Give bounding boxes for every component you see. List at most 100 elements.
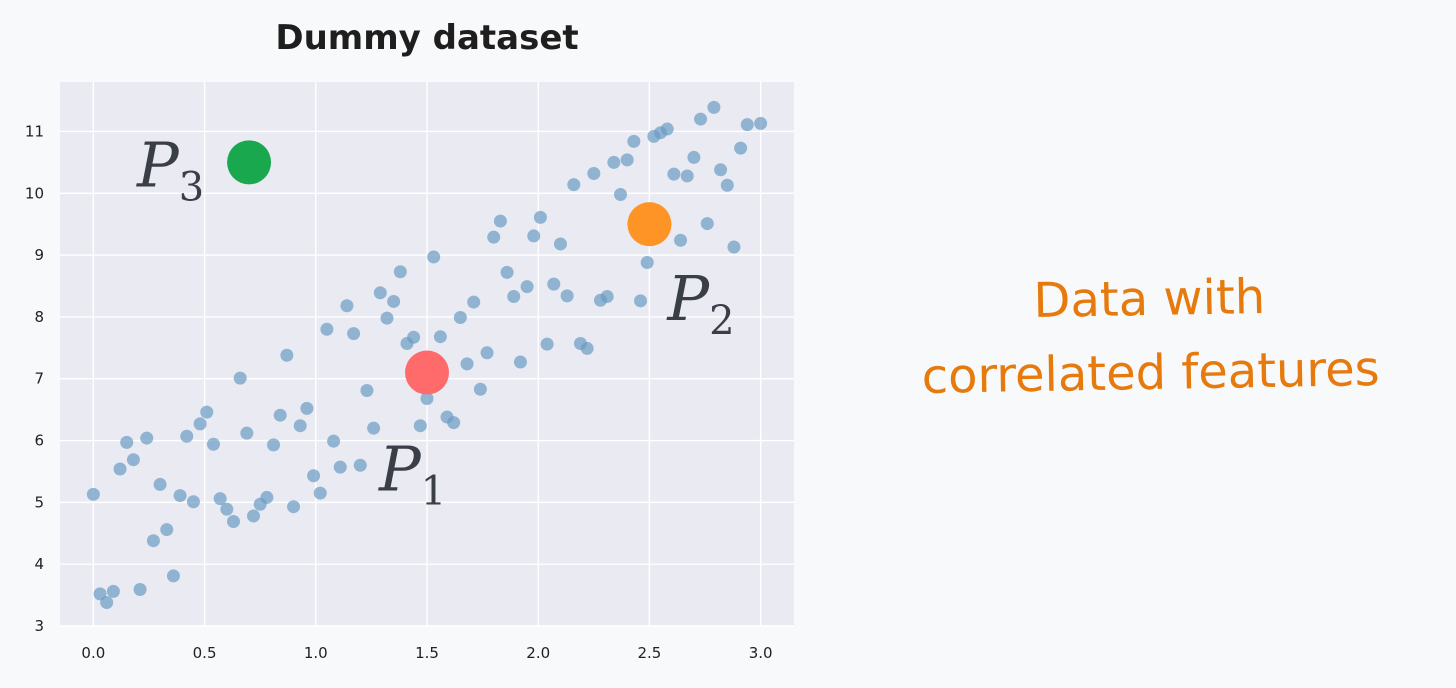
- data-point: [126, 453, 140, 467]
- data-point: [146, 534, 160, 548]
- data-point: [287, 500, 301, 514]
- data-point: [433, 330, 447, 344]
- data-point: [427, 250, 441, 264]
- data-point: [580, 341, 594, 355]
- data-point: [353, 458, 367, 472]
- data-point: [320, 322, 334, 336]
- data-point: [240, 426, 254, 440]
- y-tick-label: 9: [34, 246, 44, 264]
- data-point: [694, 112, 708, 126]
- data-point: [680, 169, 694, 183]
- data-point: [120, 435, 134, 449]
- data-point: [660, 122, 674, 136]
- data-point: [487, 230, 501, 244]
- data-point: [700, 217, 714, 231]
- data-point: [547, 277, 561, 291]
- y-tick-label: 6: [34, 432, 44, 450]
- side-caption: Data with correlated features: [829, 256, 1456, 415]
- data-point: [500, 265, 514, 279]
- data-point: [727, 240, 741, 254]
- data-point: [707, 100, 721, 114]
- data-point: [380, 311, 394, 325]
- data-point: [260, 490, 274, 504]
- y-tick-label: 7: [34, 370, 44, 388]
- data-point: [520, 280, 534, 294]
- data-point: [480, 346, 494, 360]
- data-point: [206, 437, 220, 451]
- data-point: [553, 237, 567, 251]
- y-tick-label: 4: [34, 555, 44, 573]
- data-point: [620, 153, 634, 167]
- caption-line-1: Data with: [1033, 268, 1266, 330]
- x-tick-label: 1.0: [304, 644, 328, 662]
- data-point: [160, 523, 174, 537]
- highlight-label-p1: P1: [378, 433, 446, 515]
- data-point: [113, 462, 127, 476]
- data-point: [393, 265, 407, 279]
- data-point: [600, 290, 614, 304]
- data-point: [674, 233, 688, 247]
- data-point: [453, 311, 467, 325]
- data-point: [387, 294, 401, 308]
- data-point: [667, 167, 681, 181]
- data-point: [473, 382, 487, 396]
- highlight-point-p1: [405, 350, 449, 395]
- data-point: [734, 141, 748, 155]
- data-point: [327, 434, 341, 448]
- y-tick-label: 3: [34, 617, 44, 635]
- data-point: [267, 438, 281, 452]
- y-tick-label: 5: [34, 493, 44, 511]
- data-point: [420, 392, 434, 406]
- data-point: [333, 460, 347, 474]
- data-point: [193, 417, 207, 431]
- data-point: [153, 477, 167, 491]
- data-point: [740, 118, 754, 132]
- data-point: [560, 289, 574, 303]
- data-point: [213, 492, 227, 506]
- data-point: [460, 357, 474, 371]
- data-point: [367, 421, 381, 435]
- data-point: [100, 596, 114, 610]
- data-point: [293, 419, 307, 433]
- highlight-point-p3: [227, 140, 272, 185]
- data-point: [360, 383, 374, 397]
- data-point: [166, 569, 180, 583]
- x-tick-label: 2.5: [637, 644, 661, 662]
- data-point: [687, 150, 701, 164]
- data-point: [540, 337, 554, 351]
- y-tick-label: 11: [25, 122, 44, 140]
- data-point: [714, 163, 728, 177]
- data-point: [614, 188, 628, 202]
- data-point: [247, 509, 261, 523]
- highlight-points: P1 P2 P3: [136, 128, 735, 514]
- caption-line-2: correlated features: [921, 341, 1381, 405]
- data-point: [567, 178, 581, 192]
- data-point: [373, 286, 387, 300]
- data-point: [754, 116, 768, 130]
- data-point: [407, 330, 421, 344]
- data-point: [220, 502, 234, 516]
- data-point: [307, 469, 321, 483]
- data-point: [513, 355, 527, 369]
- data-point: [447, 416, 461, 430]
- data-point: [467, 295, 481, 309]
- data-point: [627, 134, 641, 148]
- highlight-label-p3: P3: [136, 128, 204, 210]
- highlight-point-p2: [627, 202, 672, 247]
- data-point: [233, 371, 247, 385]
- x-tick-label: 0.5: [193, 644, 217, 662]
- data-point: [587, 166, 601, 180]
- data-point: [347, 327, 361, 341]
- y-tick-label: 10: [25, 184, 44, 202]
- data-point: [200, 405, 214, 419]
- data-point: [493, 214, 507, 228]
- data-points: [86, 100, 768, 610]
- axis-tick-labels: 0.0 0.5 1.0 1.5 2.0 2.5 3.0 3 4 5 6 7 8 9 10 11: [25, 122, 773, 662]
- data-point: [173, 489, 187, 503]
- data-point: [607, 155, 621, 169]
- data-point: [634, 294, 648, 308]
- data-point: [300, 401, 314, 415]
- chart-title: Dummy dataset: [275, 18, 579, 58]
- data-point: [273, 408, 287, 422]
